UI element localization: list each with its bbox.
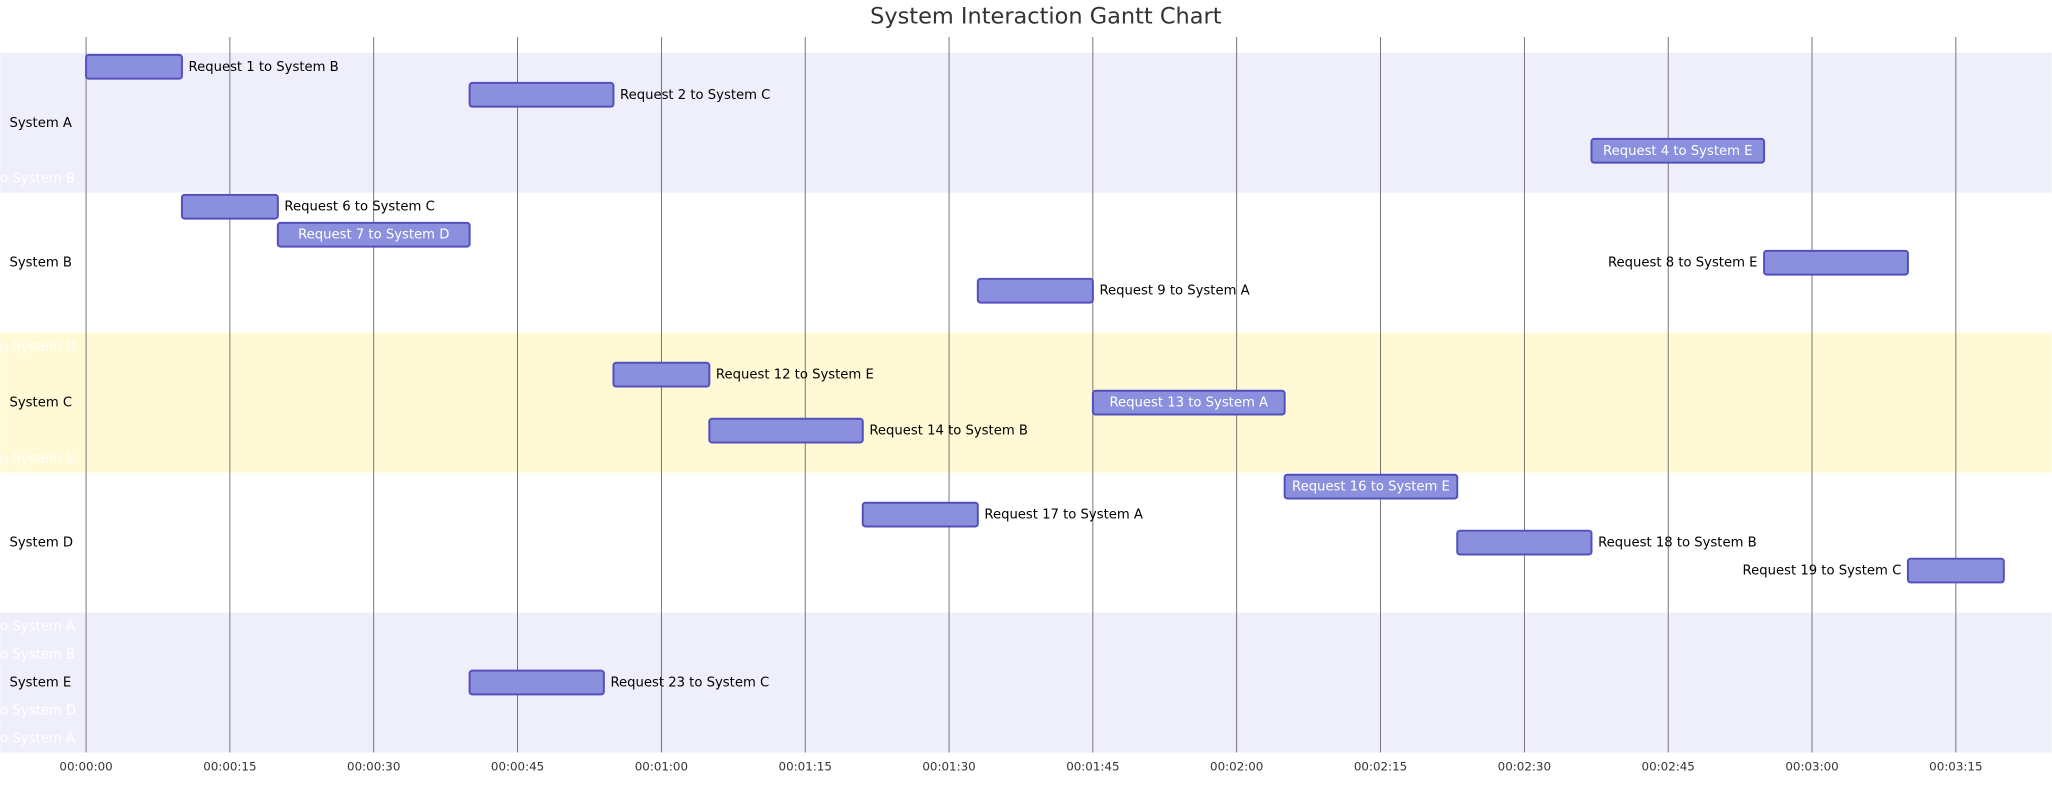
task-bar	[468, 81, 615, 108]
task-bar	[85, 53, 183, 80]
task-label: Request 1 to System B	[189, 60, 339, 75]
x-tick-label: 00:03:15	[1929, 759, 1982, 773]
chart-title: System Interaction Gantt Chart	[870, 4, 1222, 30]
section-band	[0, 332, 2052, 473]
x-tick-label: 00:00:45	[491, 759, 544, 773]
task-label: Request 2 to System C	[620, 88, 770, 103]
task-label: o System D	[0, 340, 76, 355]
x-tick-label: 00:02:15	[1354, 759, 1407, 773]
task-label: Request 16 to System E	[1292, 480, 1450, 495]
x-tick-label: 00:02:00	[1210, 759, 1263, 773]
task-label: Request 4 to System E	[1603, 144, 1752, 159]
task-label: Request 17 to System A	[984, 508, 1143, 523]
task-bar	[468, 669, 605, 696]
section-label: System C	[9, 396, 72, 411]
task-label: o System E	[0, 452, 74, 467]
task-label: Request 7 to System D	[298, 228, 449, 243]
section-band	[0, 192, 2052, 333]
x-tick-label: 00:03:00	[1785, 759, 1838, 773]
task-label: Request 12 to System E	[716, 368, 874, 383]
task-label: o System B	[0, 648, 75, 663]
task-label: Request 23 to System C	[610, 676, 769, 691]
section-label: System E	[9, 676, 71, 691]
x-tick-label: 00:02:30	[1498, 759, 1551, 773]
x-tick-label: 00:00:00	[59, 759, 112, 773]
x-tick-label: 00:00:15	[203, 759, 256, 773]
task-bar	[976, 277, 1094, 304]
x-tick-label: 00:01:45	[1066, 759, 1119, 773]
task-label: o System D	[0, 703, 76, 718]
task-bar	[612, 361, 711, 388]
x-tick-label: 00:01:30	[922, 759, 975, 773]
section-band	[0, 52, 2052, 193]
x-tick-label: 00:02:45	[1642, 759, 1695, 773]
section-band	[0, 612, 2052, 753]
task-bar	[861, 501, 979, 528]
task-label: o System A	[0, 731, 75, 746]
task-label: Request 6 to System C	[284, 200, 434, 215]
task-bar	[180, 193, 279, 220]
x-tick-label: 00:01:15	[779, 759, 832, 773]
task-label: Request 8 to System E	[1608, 256, 1757, 271]
task-bar	[1456, 529, 1593, 556]
section-band	[0, 472, 2052, 613]
task-label: o System A	[0, 620, 75, 635]
tasks: System A System B System C System D System E…	[0, 53, 2005, 746]
task-bar	[708, 417, 864, 444]
task-label: Request 13 to System A	[1109, 396, 1268, 411]
section-label: System B	[9, 256, 71, 271]
grid: 00:00:00 00:00:15 00:00:30 00:00:45 00:01:00…	[59, 36, 1983, 773]
x-tick-label: 00:01:00	[635, 759, 688, 773]
task-label: Request 14 to System B	[869, 424, 1028, 439]
task-bar	[1763, 249, 1909, 276]
task-bar	[1590, 137, 1766, 164]
x-tick-label: 00:00:30	[347, 759, 400, 773]
task-label: Request 9 to System A	[1099, 284, 1249, 299]
sections	[0, 52, 2052, 753]
section-label: System D	[9, 536, 73, 551]
task-bar	[276, 221, 471, 248]
task-bar	[1906, 557, 2005, 584]
task-label: o System B	[0, 172, 75, 187]
task-bar	[1283, 473, 1459, 500]
task-label: Request 19 to System C	[1743, 564, 1902, 579]
task-bar	[1091, 389, 1286, 416]
section-label: System A	[9, 116, 71, 131]
task-label: Request 18 to System B	[1598, 536, 1757, 551]
